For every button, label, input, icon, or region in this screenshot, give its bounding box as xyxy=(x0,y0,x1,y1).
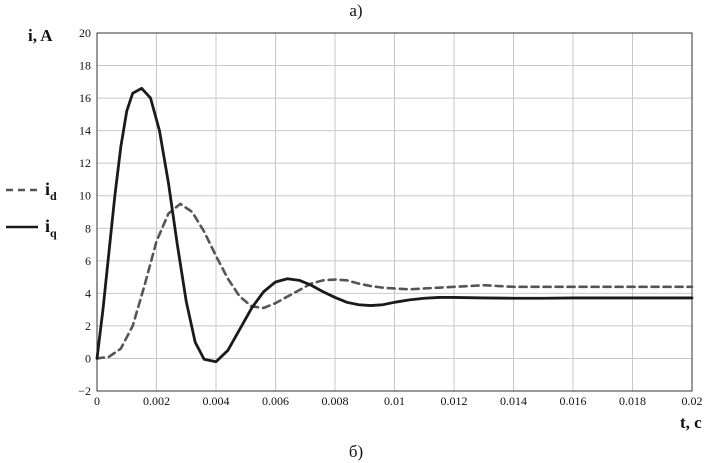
legend-entry-id: id xyxy=(45,179,57,203)
legend-entry-iq: iq xyxy=(45,216,57,240)
y-tick-label: 4 xyxy=(85,286,91,300)
y-tick-label: 16 xyxy=(79,91,91,105)
y-tick-label: 12 xyxy=(79,156,91,170)
legend-subscript: d xyxy=(50,189,57,203)
y-tick-label: 0 xyxy=(85,351,91,365)
x-tick-label: 0.008 xyxy=(322,394,349,408)
y-tick-label: 10 xyxy=(79,189,91,203)
y-tick-label: −2 xyxy=(78,384,91,398)
grid xyxy=(96,32,693,392)
panel-label-top: а) xyxy=(349,1,362,20)
x-tick-label: 0.016 xyxy=(560,394,587,408)
x-axis-ticks: 0 0.002 0.004 0.006 0.008 0.01 0.012 0.014 0.016… xyxy=(94,394,703,408)
x-tick-label: 0.01 xyxy=(384,394,405,408)
series-lines xyxy=(95,86,694,364)
legend: id iq xyxy=(6,179,57,240)
y-tick-label: 8 xyxy=(85,221,91,235)
x-tick-label: 0.006 xyxy=(262,394,289,408)
x-tick-label: 0.02 xyxy=(682,394,703,408)
x-tick-label: 0.012 xyxy=(441,394,468,408)
series-line-id xyxy=(95,202,694,360)
y-tick-label: 6 xyxy=(85,254,91,268)
x-tick-label: 0.002 xyxy=(143,394,170,408)
plot-frame xyxy=(96,32,693,392)
x-tick-label: 0.004 xyxy=(203,394,230,408)
panel-label-bottom: б) xyxy=(349,442,363,461)
x-tick-label: 0.018 xyxy=(619,394,646,408)
x-axis-title: t, c xyxy=(680,413,702,432)
y-tick-label: 20 xyxy=(79,26,91,40)
y-axis-ticks: −2 0 2 4 6 8 10 12 14 16 18 20 xyxy=(78,26,91,398)
y-axis-title: i, A xyxy=(28,26,53,45)
series-line-iq xyxy=(95,86,694,364)
y-tick-label: 14 xyxy=(79,124,91,138)
legend-subscript: q xyxy=(50,226,57,240)
y-tick-label: 2 xyxy=(85,319,91,333)
x-tick-label: 0.014 xyxy=(500,394,527,408)
x-tick-label: 0 xyxy=(94,394,100,408)
y-tick-label: 18 xyxy=(79,59,91,73)
